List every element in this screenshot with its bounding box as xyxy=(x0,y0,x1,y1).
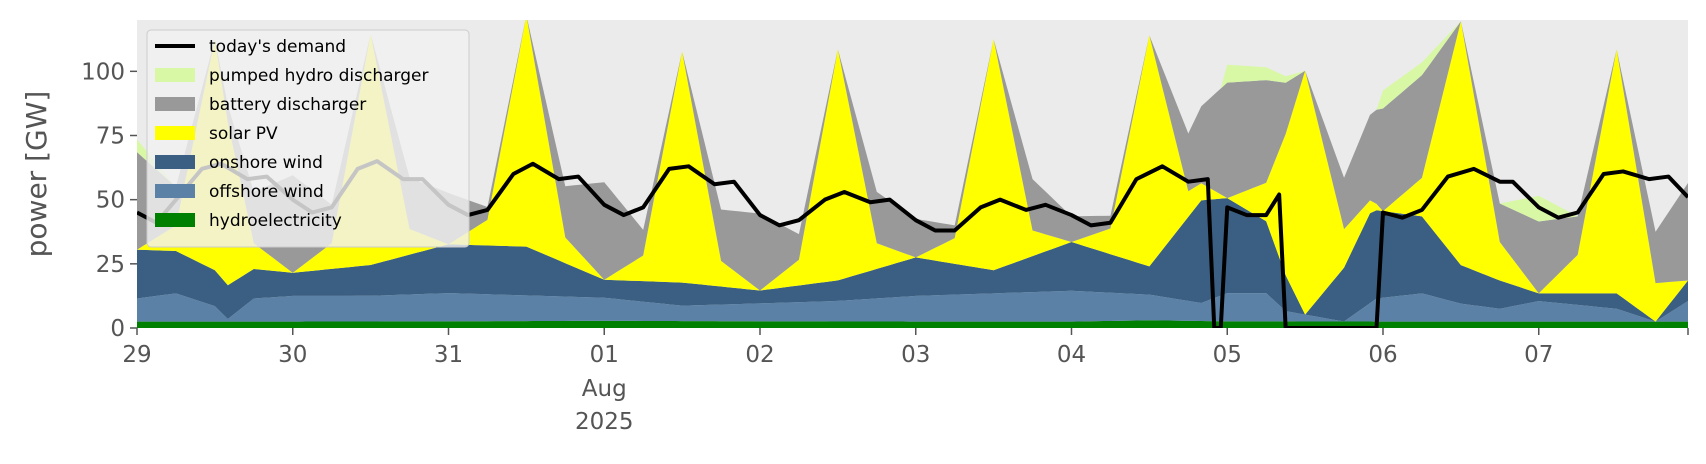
ticks: 0 25 50 75 100 29 30 31 01 Aug 2025 02 03 04 05 06 07 xyxy=(81,59,1689,435)
y-tick-label: 100 xyxy=(81,59,125,85)
x-tick-label: 05 xyxy=(1213,342,1242,368)
axes: power [GW] xyxy=(20,91,53,258)
y-tick-label: 0 xyxy=(110,316,125,342)
y-tick-label: 75 xyxy=(96,124,125,150)
legend-label: pumped hydro discharger xyxy=(209,66,428,86)
y-axis-title: power [GW] xyxy=(20,91,53,258)
area-battery-discharger xyxy=(137,20,1688,294)
x-tick-label: 04 xyxy=(1057,342,1086,368)
area-solar-pv xyxy=(137,20,1688,322)
legend-label: hydroelectricity xyxy=(209,211,342,231)
legend: today's demand pumped hydro discharger bat… xyxy=(146,29,470,248)
legend-swatch xyxy=(155,68,195,82)
legend-label: solar PV xyxy=(209,124,278,144)
x-tick-label: 30 xyxy=(278,342,307,368)
legend-label: offshore wind xyxy=(209,182,324,202)
stacked-areas xyxy=(137,20,1688,328)
legend-label: battery discharger xyxy=(209,95,366,115)
x-tick-label: 31 xyxy=(434,342,463,368)
legend-swatch xyxy=(155,97,195,111)
legend-label: onshore wind xyxy=(209,153,323,173)
x-tick-label: 02 xyxy=(745,342,774,368)
legend-label: today's demand xyxy=(209,37,346,57)
legend-swatch xyxy=(155,184,195,198)
legend-swatch xyxy=(155,155,195,169)
area-pumped-hydro-discharger xyxy=(137,20,1688,235)
x-tick-label: 06 xyxy=(1368,342,1397,368)
area-onshore-wind xyxy=(137,198,1688,322)
y-tick-label: 25 xyxy=(96,252,125,278)
y-tick-label: 50 xyxy=(96,188,125,214)
x-tick-label: 03 xyxy=(901,342,930,368)
x-tick-sublabel: 2025 xyxy=(575,409,634,435)
x-tick-sublabel: Aug xyxy=(582,376,627,402)
x-tick-label: 29 xyxy=(122,342,151,368)
legend-box xyxy=(146,29,470,248)
legend-swatch xyxy=(155,213,195,227)
area-offshore-wind xyxy=(137,290,1688,322)
x-tick-label: 01 xyxy=(590,342,619,368)
x-tick-label: 07 xyxy=(1524,342,1553,368)
legend-swatch xyxy=(155,126,195,140)
